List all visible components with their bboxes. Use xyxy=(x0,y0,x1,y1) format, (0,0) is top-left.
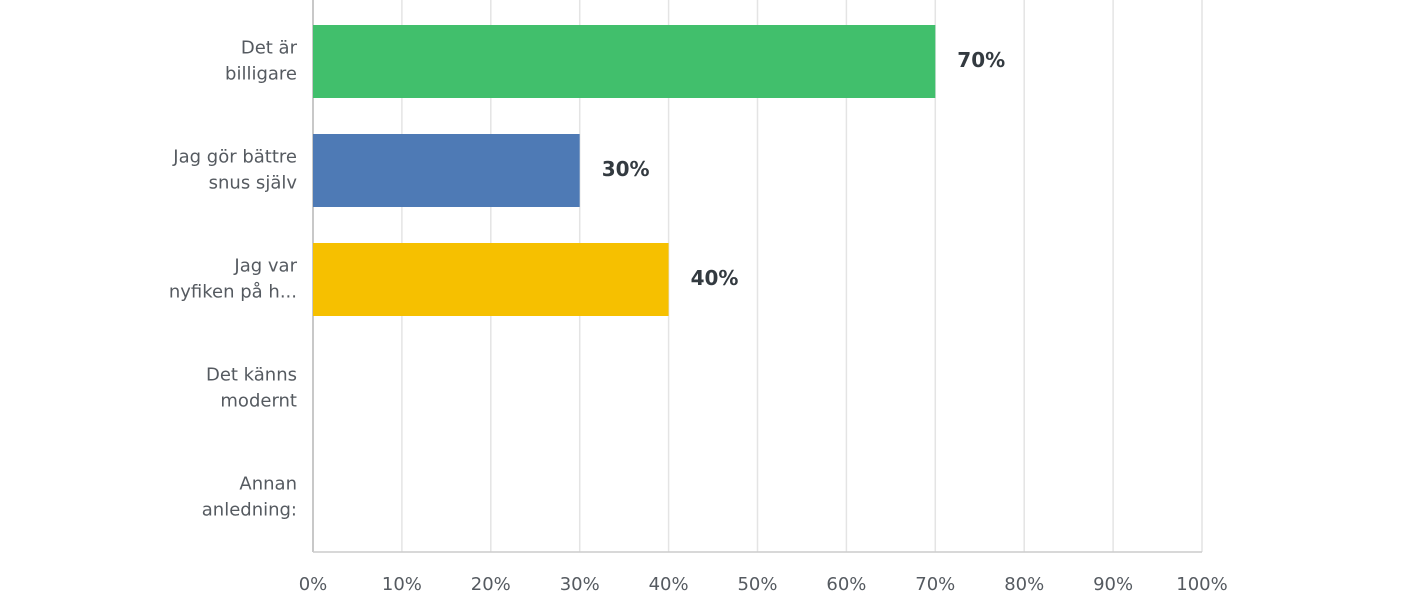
bar xyxy=(313,243,669,316)
y-tick-label: Det är xyxy=(241,38,298,59)
x-tick-label: 60% xyxy=(826,574,866,595)
y-tick-label: Annan xyxy=(239,474,297,495)
bar xyxy=(313,25,936,98)
x-tick-label: 50% xyxy=(737,574,777,595)
x-tick-label: 70% xyxy=(915,574,955,595)
y-tick-label: anledning: xyxy=(202,500,297,521)
y-tick-label: snus själv xyxy=(209,173,298,194)
x-tick-label: 0% xyxy=(299,574,328,595)
y-tick-label: Det känns xyxy=(206,365,297,386)
y-tick-label: nyfiken på h... xyxy=(169,282,297,303)
value-label: 40% xyxy=(691,266,739,290)
x-tick-label: 90% xyxy=(1093,574,1133,595)
bar xyxy=(313,134,580,207)
x-tick-label: 80% xyxy=(1004,574,1044,595)
value-label: 30% xyxy=(602,157,650,181)
x-tick-label: 100% xyxy=(1176,574,1227,595)
x-tick-label: 40% xyxy=(649,574,689,595)
y-tick-label: Jag var xyxy=(233,256,297,277)
y-tick-label: Jag gör bättre xyxy=(172,147,297,168)
y-tick-label: modernt xyxy=(220,391,297,412)
y-tick-label: billigare xyxy=(225,64,297,85)
x-tick-label: 30% xyxy=(560,574,600,595)
x-tick-label: 10% xyxy=(382,574,422,595)
value-label: 70% xyxy=(957,48,1005,72)
x-tick-label: 20% xyxy=(471,574,511,595)
